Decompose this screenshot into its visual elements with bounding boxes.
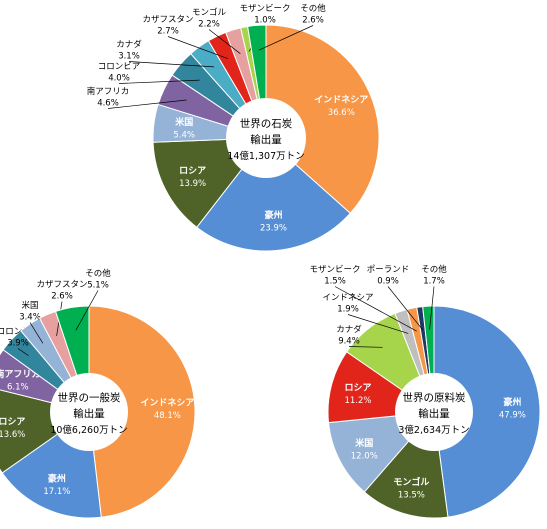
leader-line [387, 286, 424, 331]
slice-value-label: 9.4% [338, 337, 360, 347]
slice-label: 南アフリカ [87, 86, 130, 97]
donut-hole [395, 373, 473, 451]
coking-coal-exports-donut: 豪州 47.9% モンゴル 13.5% 米国 12.0% ロシア 11.2% カナダ 9.4% イン… [309, 264, 541, 519]
slice-label: モンゴル [192, 7, 227, 18]
slice-label: 米国 [21, 300, 38, 311]
donut-hole [50, 373, 128, 451]
slice-label: その他 [85, 268, 111, 279]
slice-label: ロシア [344, 382, 371, 393]
slice-label: その他 [421, 264, 447, 275]
leader-line [29, 322, 44, 344]
slice-value-label: 2.7% [157, 27, 179, 37]
slice-label: カザフスタン [142, 15, 193, 25]
center-label-line: 世界の一般炭 [58, 391, 121, 404]
slice-value-label: 1.7% [423, 277, 445, 287]
slice-value-label: 2.2% [198, 20, 220, 30]
slice-value-label: 13.9% [179, 179, 206, 189]
slice-label: 南アフリカ [0, 368, 40, 380]
slice-label: 米国 [354, 437, 373, 449]
slice-label: 米国 [174, 116, 193, 128]
slice-label: カナダ [116, 39, 142, 50]
leader-line [17, 348, 29, 356]
slice-value-label: 5.4% [173, 131, 195, 141]
slice-label: モザンビーク [309, 265, 360, 275]
slice-label: インドネシア [314, 94, 368, 105]
center-label-line: 10億6,260万トン [50, 424, 127, 436]
center-label-line: 世界の石炭 [240, 118, 293, 130]
slice-value-label: 3.1% [118, 52, 140, 62]
donut-slice-1 [196, 137, 351, 252]
slice-label: カナダ [336, 324, 362, 335]
slice-label: ロシア [179, 166, 206, 177]
donut-hole [226, 98, 306, 178]
steam-coal-exports-donut: インドネシア 48.1% 豪州 17.1% ロシア 13.6% 南アフリカ 6.1% コロンビア… [0, 268, 196, 519]
slice-value-label: 1.9% [337, 305, 359, 315]
donut-slice-0 [88, 305, 196, 518]
leader-line [75, 290, 99, 331]
slice-value-label: 12.0% [351, 452, 378, 462]
slice-value-label: 4.6% [97, 99, 119, 109]
center-label-line: 3億2,634万トン [398, 424, 469, 436]
slice-label: ポーランド [367, 265, 410, 275]
slice-label: コロンビア [98, 62, 141, 72]
slice-value-label: 1.0% [254, 16, 276, 26]
slice-label: 豪州 [48, 473, 66, 485]
slice-value-label: 1.5% [324, 277, 346, 287]
slice-value-label: 13.6% [0, 430, 25, 440]
slice-value-label: 48.1% [154, 411, 181, 421]
slice-label: カザフスタン [36, 280, 87, 290]
slice-value-label: 6.1% [7, 382, 29, 392]
center-label-line: 14億1,307万トン [227, 150, 304, 162]
donut-slice-0 [433, 305, 541, 518]
leader-line [107, 99, 187, 109]
leader-line [208, 29, 241, 54]
center-label-line: 輸出量 [418, 407, 450, 420]
slice-value-label: 4.0% [108, 74, 130, 84]
coal-exports-donut: インドネシア 36.6% 豪州 23.9% ロシア 13.9% 米国 5.4% 南アフリカ 4.6… [87, 3, 380, 252]
slice-value-label: 23.9% [260, 224, 287, 234]
slice-value-label: 3.9% [7, 339, 29, 349]
slice-value-label: 2.6% [51, 292, 73, 302]
leader-line [118, 79, 200, 84]
slice-value-label: 0.9% [377, 277, 399, 287]
leader-line [347, 314, 409, 334]
leader-line [167, 36, 228, 59]
slice-value-label: 13.5% [398, 491, 425, 501]
slice-label: インドネシア [140, 397, 194, 408]
slice-label: その他 [300, 3, 326, 14]
slice-value-label: 36.6% [328, 108, 355, 118]
leader-line [334, 286, 417, 332]
slice-value-label: 2.6% [302, 16, 324, 26]
center-label-line: 輸出量 [250, 133, 282, 146]
center-label-line: 輸出量 [73, 407, 105, 420]
slice-value-label: 47.9% [499, 410, 526, 420]
slice-label: モザンビーク [239, 4, 290, 14]
slice-label: モンゴル [393, 476, 429, 488]
slice-value-label: 3.4% [19, 313, 41, 323]
leader-line [128, 61, 214, 68]
donut-slice-0 [265, 24, 380, 214]
slice-label: インドネシア [322, 293, 373, 303]
leader-line [429, 286, 435, 330]
slice-value-label: 17.1% [43, 487, 70, 497]
slice-label: コロンビア [0, 327, 39, 337]
slice-value-label: 11.2% [344, 396, 371, 406]
slice-value-label: 5.1% [87, 281, 109, 291]
slice-label: 豪州 [264, 209, 282, 221]
slice-label: ロシア [0, 416, 25, 427]
slice-label: 豪州 [503, 396, 521, 408]
center-label-line: 世界の原料炭 [403, 391, 466, 404]
leader-line [348, 346, 383, 348]
leader-line [258, 25, 314, 51]
